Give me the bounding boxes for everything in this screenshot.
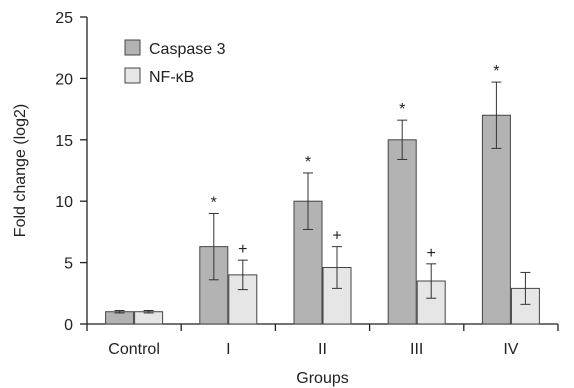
x-tick-label: II xyxy=(318,341,327,358)
legend-swatch xyxy=(124,39,141,56)
legend-label: Caspase 3 xyxy=(149,41,226,58)
significance-marker: * xyxy=(305,154,311,171)
significance-marker: + xyxy=(427,245,436,262)
bars: * * * * + + + xyxy=(105,63,540,325)
x-axis-label: Groups xyxy=(296,370,348,387)
y-axis: 0 5 10 15 20 25 xyxy=(55,10,88,334)
x-axis: Control I II III IV xyxy=(86,323,559,358)
bar-caspase-3-iii xyxy=(387,139,417,325)
legend-swatch xyxy=(124,67,141,84)
significance-marker: * xyxy=(211,194,217,211)
x-tick-label: III xyxy=(410,341,423,358)
y-tick-label: 15 xyxy=(55,133,73,150)
significance-marker: * xyxy=(399,101,405,118)
x-tick-label: I xyxy=(226,341,230,358)
significance-marker: + xyxy=(238,241,247,258)
bar-nf-b-control xyxy=(134,311,164,325)
x-tick-label: IV xyxy=(503,341,518,358)
x-tick-label: Control xyxy=(108,341,160,358)
y-tick-label: 20 xyxy=(55,71,73,88)
significance-marker: + xyxy=(332,228,341,245)
y-tick-label: 5 xyxy=(64,256,73,273)
legend-label: NF-κB xyxy=(149,69,194,86)
y-tick-label: 25 xyxy=(55,10,73,27)
y-tick-label: 0 xyxy=(64,317,73,334)
y-tick-label: 10 xyxy=(55,194,73,211)
legend: Caspase 3 NF-κB xyxy=(124,39,226,86)
bar-caspase-3-control xyxy=(105,311,135,325)
significance-marker: * xyxy=(493,63,499,80)
bar-caspase-3-iv xyxy=(481,114,511,325)
y-axis-label: Fold change (log2) xyxy=(12,104,29,237)
